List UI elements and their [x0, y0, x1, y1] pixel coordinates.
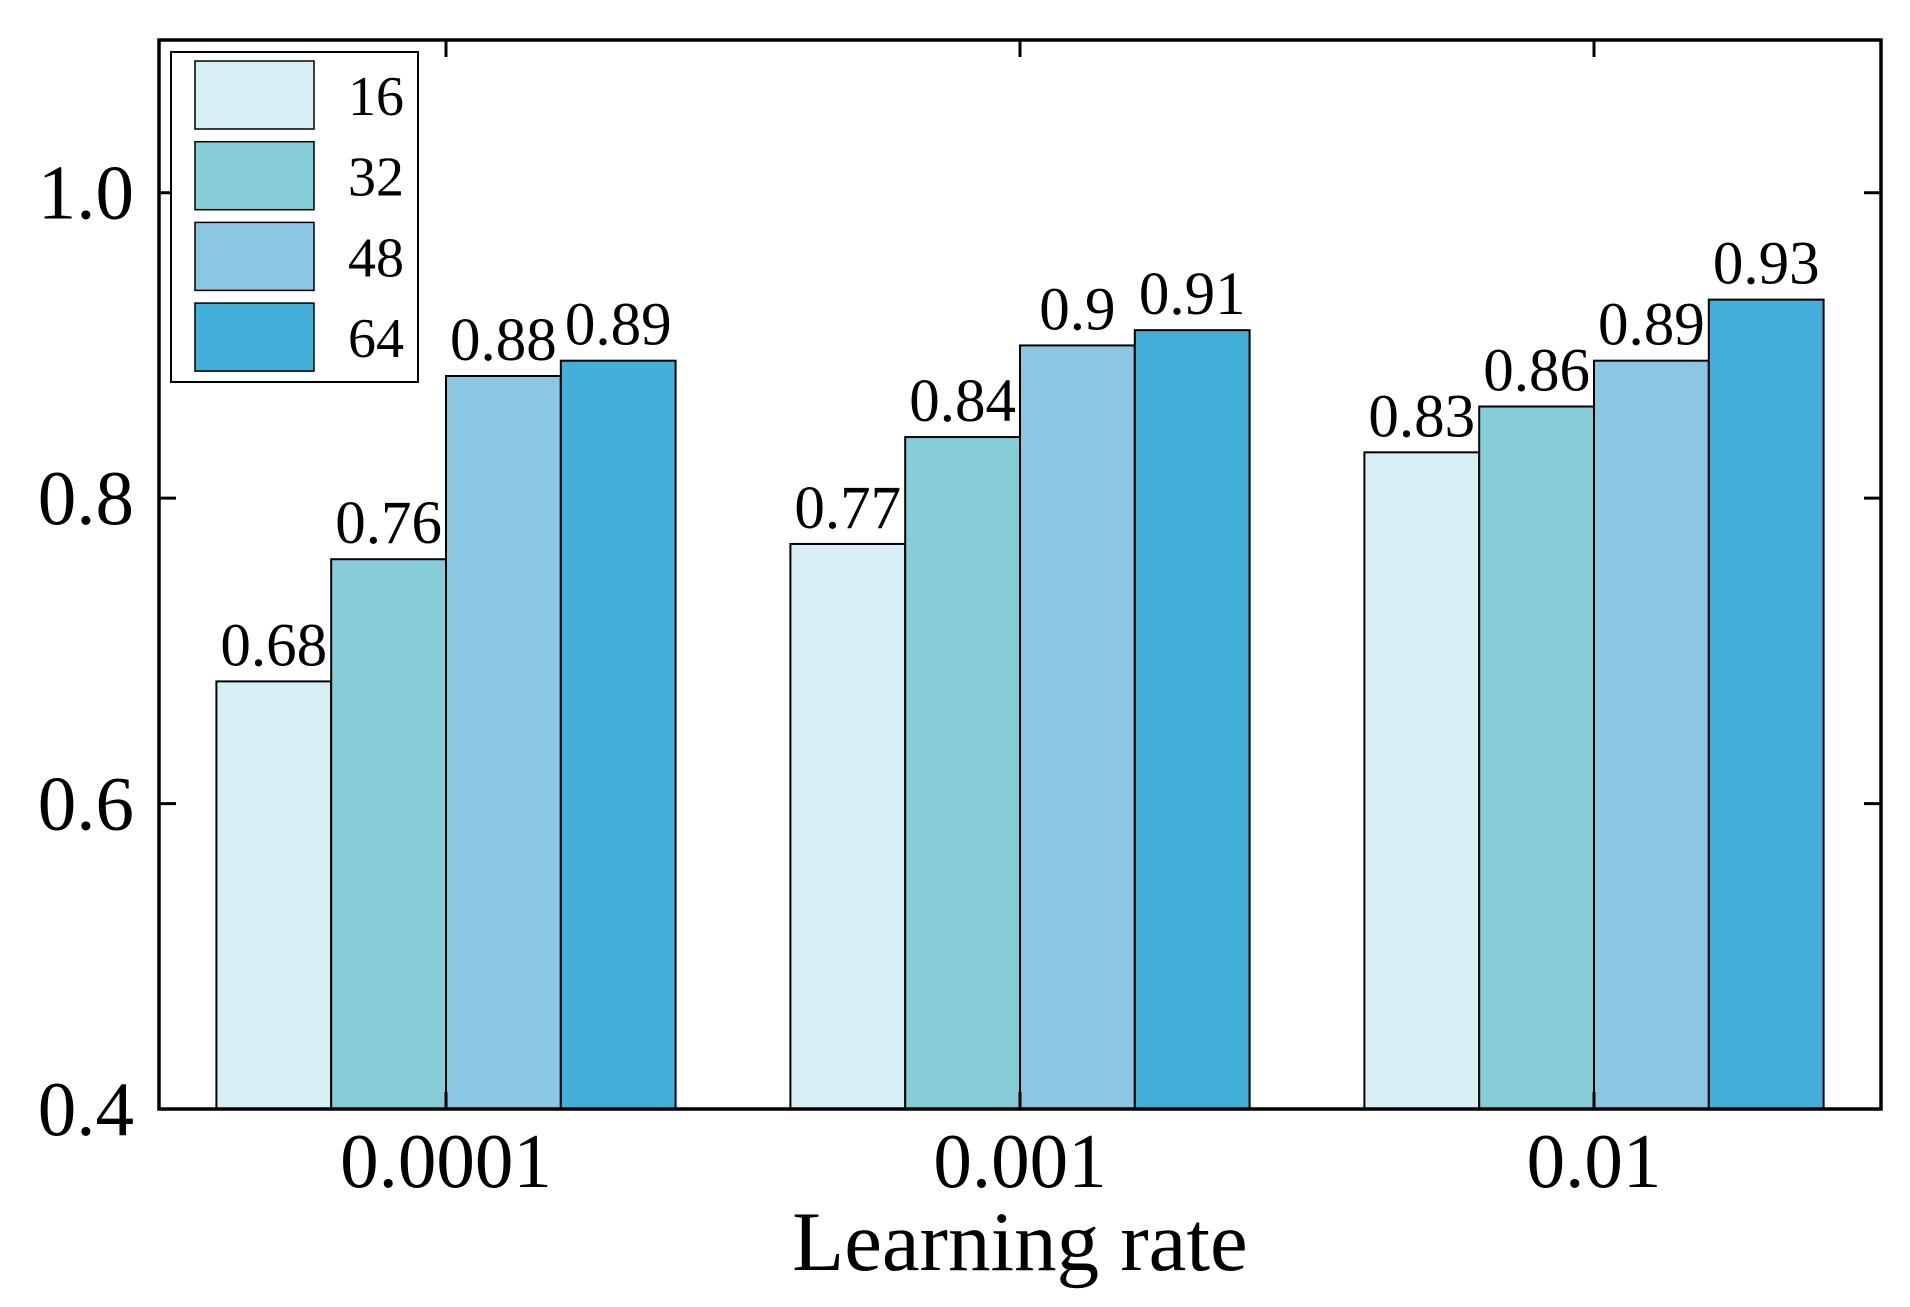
x-tick-label: 0.01	[1527, 1118, 1662, 1204]
bar-group	[215, 298, 1825, 1111]
legend-label-64: 64	[348, 308, 404, 370]
legend: 16 32 48 64	[170, 51, 419, 383]
data-label-16-group-2: 0.77	[794, 475, 901, 542]
y-tick-label: 0.6	[38, 761, 134, 847]
data-label-64-group-2: 0.91	[1139, 261, 1246, 328]
data-label-64-group-3: 0.93	[1713, 231, 1820, 298]
legend-swatch-32	[194, 140, 315, 211]
bar-64-group-3	[1707, 298, 1825, 1111]
bar-48-group-3	[1593, 359, 1710, 1110]
data-label-48-group-3: 0.89	[1598, 292, 1705, 359]
x-axis-title: Learning rate	[792, 1195, 1247, 1289]
bar-48-group-2	[1019, 344, 1136, 1110]
data-label-32-group-3: 0.86	[1483, 338, 1590, 405]
plot-frame	[157, 38, 1883, 1111]
bar-32-group-3	[1478, 405, 1595, 1110]
y-tick-label: 1.0	[38, 150, 134, 236]
bar-32-group-2	[904, 436, 1022, 1110]
bar-64-group-1	[559, 359, 677, 1110]
legend-swatch-64	[194, 302, 315, 372]
bar-32-group-1	[330, 558, 448, 1110]
legend-swatch-48	[194, 221, 315, 292]
data-label-group: 0.680.760.88 0.890.770.840.9 0.910.830.860…	[220, 231, 1819, 680]
x-tick-label: 0.001	[933, 1118, 1106, 1204]
bar-16-group-2	[789, 542, 907, 1110]
legend-label-16: 16	[348, 66, 404, 128]
bar-16-group-1	[215, 680, 333, 1111]
legend-label-32: 32	[348, 147, 404, 209]
legend-swatch-16	[194, 60, 315, 130]
x-tick-label: 0.0001	[340, 1118, 552, 1204]
bar-48-group-1	[445, 374, 562, 1110]
data-label-32-group-2: 0.84	[909, 368, 1016, 435]
bar-16-group-3	[1363, 451, 1481, 1111]
y-tick-label: 0.4	[38, 1066, 134, 1152]
data-label-48-group-2: 0.9	[1039, 276, 1115, 343]
axes-group: 0.0001 0.001 0.01 0.4 0.6 0.8 1.0	[38, 38, 1883, 1204]
data-label-16-group-1: 0.68	[220, 612, 327, 679]
y-tick-label: 0.8	[38, 455, 134, 541]
legend-label-48: 48	[348, 227, 404, 289]
data-label-16-group-3: 0.83	[1368, 383, 1475, 450]
bar-64-group-2	[1133, 329, 1251, 1110]
data-label-48-group-1: 0.88	[450, 307, 557, 374]
data-label-64-group-1: 0.89	[565, 292, 672, 359]
data-label-32-group-1: 0.76	[335, 490, 442, 557]
